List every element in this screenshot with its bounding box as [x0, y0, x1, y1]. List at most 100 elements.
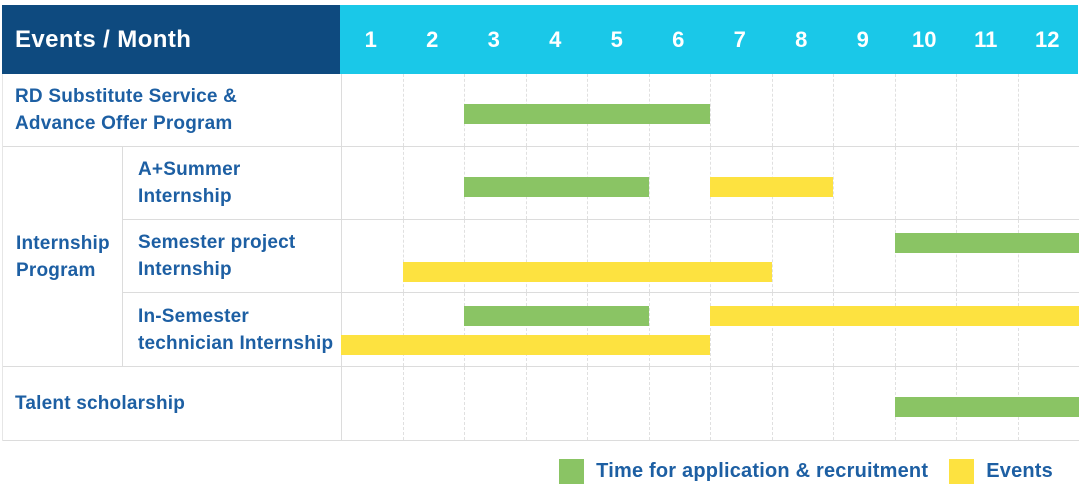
legend-label-events: Events: [986, 460, 1053, 482]
month-grid-column: [771, 367, 834, 440]
month-header-label: 3: [487, 26, 500, 52]
month-grid-column: [464, 220, 526, 292]
legend: Time for application & recruitment Event…: [559, 459, 1053, 484]
label-line: Advance Offer Program: [15, 113, 233, 134]
month-grid-column: [771, 74, 834, 146]
month-grid-column: [710, 293, 772, 366]
bar-application: [894, 233, 1079, 253]
bar-events: [710, 306, 1079, 326]
label-line: Internship: [138, 186, 232, 207]
month-grid-column: [525, 293, 588, 366]
month-grid-column: [894, 74, 957, 146]
month-grid-column: [833, 220, 895, 292]
month-grid-column: [341, 74, 403, 146]
month-grid-column: [341, 293, 403, 366]
row-label: Semester project Internship: [123, 220, 341, 293]
month-grid-column: [587, 293, 649, 366]
gantt-body: RD Substitute Service & Advance Offer Pro…: [2, 74, 1079, 441]
month-header-label: 8: [795, 26, 808, 52]
month-grid-column: [956, 74, 1018, 146]
month-grid-column: [1017, 293, 1080, 366]
month-grid-column: [464, 367, 526, 440]
header-row: Events / Month 1 2 3 4 5 6 7 8 9 10 11 12: [2, 5, 1078, 74]
month-grid-column: [894, 293, 957, 366]
month-header-label: 5: [610, 26, 623, 52]
month-header-row: 1 2 3 4 5 6 7 8 9 10 11 12: [340, 5, 1078, 74]
month-grid-column: [587, 220, 649, 292]
row-month-area: [341, 74, 1079, 147]
month-grid-column: [956, 293, 1018, 366]
label-line: Internship: [138, 259, 232, 280]
label-line: A+Summer: [138, 159, 241, 180]
month-grid-column: [525, 367, 588, 440]
label-line: In-Semester: [138, 305, 249, 327]
gantt-table: Events / Month 1 2 3 4 5 6 7 8 9 10 11 12 RD Substi…: [2, 5, 1079, 441]
month-grid-column: [402, 220, 465, 292]
month-grid-column: [771, 220, 834, 292]
month-grid-column: [525, 220, 588, 292]
month-grid-column: [648, 367, 711, 440]
row-month-area: [341, 220, 1079, 293]
month-grid-column: [956, 147, 1018, 219]
month-grid-column: [341, 220, 403, 292]
month-header-label: 7: [733, 26, 746, 52]
month-grid-column: [710, 367, 772, 440]
month-grid-column: [402, 367, 465, 440]
row-label: Talent scholarship: [3, 367, 341, 441]
bar-application: [464, 104, 710, 124]
month-header-label: 6: [672, 26, 685, 52]
month-grid-column: [833, 74, 895, 146]
row-label: In-Semester technician Internship: [123, 293, 341, 367]
month-grid-column: [1017, 74, 1080, 146]
month-grid-column: [710, 74, 772, 146]
month-header-label: 2: [426, 26, 439, 52]
month-header-label: 4: [549, 26, 562, 52]
month-grid-column: [833, 367, 895, 440]
month-header-label: 12: [1035, 26, 1060, 52]
label-line: technician Internship: [138, 332, 334, 354]
bar-application: [464, 177, 649, 197]
label-line: Semester project: [138, 232, 296, 253]
bar-application: [464, 306, 649, 326]
month-grid-column: [402, 293, 465, 366]
month-grid-column: [894, 147, 957, 219]
month-header-label: 11: [974, 26, 998, 52]
green-swatch-icon: [559, 459, 585, 484]
legend-item-application: Time for application & recruitment: [559, 459, 928, 484]
month-grid-column: [648, 220, 711, 292]
month-grid-column: [648, 293, 711, 366]
month-grid-column: [402, 147, 465, 219]
row-month-area: [341, 293, 1079, 367]
row-label: A+Summer Internship: [123, 147, 341, 220]
month-grid-column: [648, 147, 711, 219]
row-label: RD Substitute Service & Advance Offer Pro…: [3, 74, 341, 147]
label-line: Internship: [16, 232, 110, 254]
label-line: Talent scholarship: [15, 393, 186, 414]
month-grid-column: [341, 367, 403, 440]
month-grid-column: [1017, 220, 1080, 292]
bar-events: [710, 177, 833, 197]
month-grid-column: [956, 220, 1018, 292]
month-grid-column: [894, 220, 957, 292]
month-grid-column: [402, 74, 465, 146]
bar-application: [894, 397, 1079, 417]
group-label-internship-program: Internship Program: [3, 147, 123, 367]
corner-header: Events / Month: [2, 5, 340, 74]
month-grid-column: [710, 220, 772, 292]
month-header-label: 10: [912, 26, 937, 52]
month-grid-column: [464, 293, 526, 366]
row-month-area: [341, 147, 1079, 220]
bar-events: [402, 262, 772, 282]
month-grid-column: [833, 147, 895, 219]
row-month-area: [341, 367, 1079, 441]
yellow-swatch-icon: [949, 459, 975, 484]
month-header-label: 1: [364, 26, 377, 52]
month-grid-column: [587, 367, 649, 440]
label-line: Program: [16, 259, 96, 281]
month-header-label: 9: [856, 26, 869, 52]
month-grid-column: [771, 293, 834, 366]
bar-events: [341, 335, 710, 355]
legend-item-events: Events: [949, 459, 1053, 484]
month-grid-column: [833, 293, 895, 366]
